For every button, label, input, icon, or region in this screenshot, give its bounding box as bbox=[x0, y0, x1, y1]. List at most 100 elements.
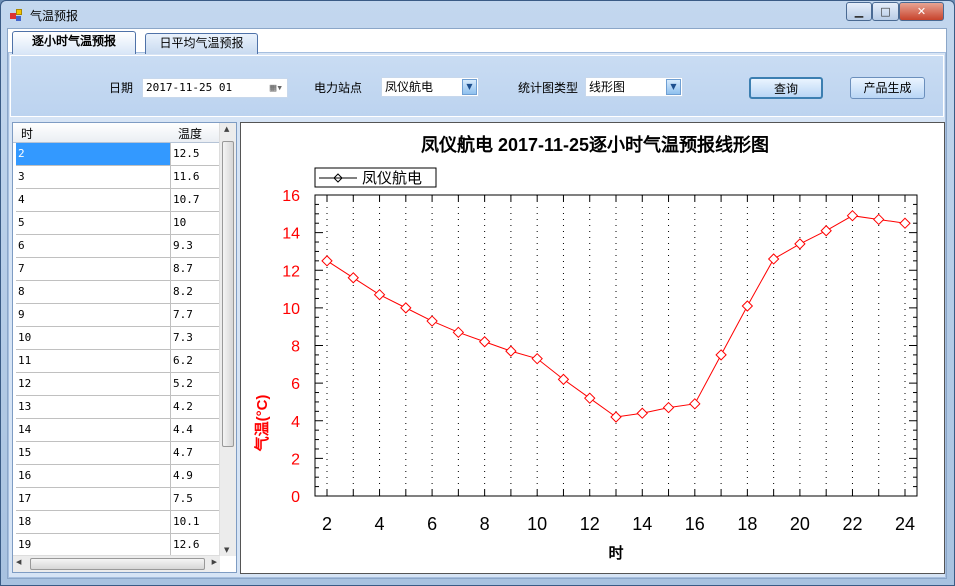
chart-type-select[interactable]: 线形图 ▼ bbox=[585, 77, 683, 97]
table-row[interactable]: 6 9.3 bbox=[16, 235, 220, 258]
cell-hour[interactable]: 11 bbox=[18, 354, 32, 367]
cell-hour[interactable]: 8 bbox=[18, 285, 25, 298]
y-tick-label: 12 bbox=[282, 263, 300, 280]
data-point bbox=[584, 392, 596, 404]
title-bar[interactable]: 气温预报 ▁ □ ✕ bbox=[1, 1, 954, 29]
cell-hour[interactable]: 18 bbox=[18, 515, 32, 528]
calendar-dropdown-icon[interactable]: ▦▾ bbox=[269, 81, 283, 94]
cell-hour[interactable]: 13 bbox=[18, 400, 32, 413]
data-point bbox=[715, 349, 727, 361]
cell-hour[interactable]: 14 bbox=[18, 423, 32, 436]
table-row[interactable]: 8 8.2 bbox=[16, 281, 220, 304]
x-tick-label: 4 bbox=[375, 514, 385, 534]
table-row[interactable]: 3 11.6 bbox=[16, 166, 220, 189]
cell-temperature[interactable]: 5.2 bbox=[173, 377, 193, 390]
chart-type-value: 线形图 bbox=[589, 80, 626, 94]
chevron-down-icon[interactable]: ▼ bbox=[462, 79, 477, 95]
cell-temperature[interactable]: 11.6 bbox=[173, 170, 200, 183]
table-row[interactable]: 17 7.5 bbox=[16, 488, 220, 511]
cell-hour[interactable]: 2 bbox=[18, 147, 25, 160]
column-header-temperature[interactable]: 温度 bbox=[178, 127, 203, 141]
table-row[interactable]: 9 7.7 bbox=[16, 304, 220, 327]
data-point bbox=[400, 302, 412, 314]
cell-hour[interactable]: 7 bbox=[18, 262, 25, 275]
data-point bbox=[452, 326, 465, 339]
data-point bbox=[531, 352, 543, 365]
cell-hour[interactable]: 4 bbox=[18, 193, 25, 206]
cell-temperature[interactable]: 9.3 bbox=[173, 239, 193, 252]
cell-hour[interactable]: 9 bbox=[18, 308, 25, 321]
chevron-down-icon[interactable]: ▼ bbox=[666, 79, 681, 95]
cell-hour[interactable]: 19 bbox=[18, 538, 32, 551]
tab-daily-average-forecast[interactable]: 日平均气温预报 bbox=[145, 33, 258, 54]
y-tick-label: 0 bbox=[291, 489, 300, 506]
x-tick-label: 8 bbox=[480, 514, 490, 534]
table-row[interactable]: 10 7.3 bbox=[16, 327, 220, 350]
data-point bbox=[321, 255, 333, 267]
station-select[interactable]: 凤仪航电 ▼ bbox=[381, 77, 479, 97]
cell-hour[interactable]: 6 bbox=[18, 239, 25, 252]
horizontal-scrollbar[interactable]: ◀ ▶ bbox=[13, 555, 220, 572]
date-label: 日期 bbox=[109, 81, 134, 95]
cell-temperature[interactable]: 4.4 bbox=[173, 423, 193, 436]
table-row[interactable]: 16 4.9 bbox=[16, 465, 220, 488]
table-row[interactable]: 19 12.6 bbox=[16, 534, 220, 557]
table-row[interactable]: 14 4.4 bbox=[16, 419, 220, 442]
cell-hour[interactable]: 15 bbox=[18, 446, 32, 459]
data-point bbox=[636, 407, 648, 419]
cell-hour[interactable]: 5 bbox=[18, 216, 25, 229]
table-row[interactable]: 5 10 bbox=[16, 212, 220, 235]
cell-temperature[interactable]: 10.7 bbox=[173, 193, 200, 206]
query-toolbar: 日期 2017-11-25 01 ▦▾ 电力站点 凤仪航电 ▼ 统计图类型 线形… bbox=[10, 55, 944, 117]
vertical-scrollbar[interactable]: ▲ ▼ bbox=[219, 123, 236, 556]
scrollbar-thumb[interactable] bbox=[30, 558, 205, 570]
cell-temperature[interactable]: 6.2 bbox=[173, 354, 193, 367]
close-button[interactable]: ✕ bbox=[899, 2, 944, 21]
table-row[interactable]: 4 10.7 bbox=[16, 189, 220, 212]
query-button[interactable]: 查询 bbox=[749, 77, 823, 99]
cell-hour[interactable]: 12 bbox=[18, 377, 32, 390]
cell-temperature[interactable]: 7.7 bbox=[173, 308, 193, 321]
tab-hourly-forecast[interactable]: 逐小时气温预报 bbox=[12, 31, 136, 54]
cell-hour[interactable]: 3 bbox=[18, 170, 25, 183]
cell-hour[interactable]: 10 bbox=[18, 331, 32, 344]
cell-hour[interactable]: 16 bbox=[18, 469, 32, 482]
cell-temperature[interactable]: 8.2 bbox=[173, 285, 193, 298]
table-row[interactable]: 13 4.2 bbox=[16, 396, 220, 419]
table-row[interactable]: 7 8.7 bbox=[16, 258, 220, 281]
table-row[interactable]: 18 10.1 bbox=[16, 511, 220, 534]
x-tick-label: 2 bbox=[322, 514, 332, 534]
cell-temperature[interactable]: 7.5 bbox=[173, 492, 193, 505]
table-row[interactable]: 12 5.2 bbox=[16, 373, 220, 396]
x-tick-label: 6 bbox=[427, 514, 437, 534]
cell-temperature[interactable]: 4.9 bbox=[173, 469, 193, 482]
x-axis-label: 时 bbox=[608, 545, 623, 562]
x-tick-label: 14 bbox=[632, 514, 652, 534]
cell-temperature[interactable]: 8.7 bbox=[173, 262, 193, 275]
cell-temperature[interactable]: 10 bbox=[173, 216, 187, 229]
data-point bbox=[662, 401, 675, 414]
cell-temperature[interactable]: 4.7 bbox=[173, 446, 193, 459]
cell-temperature[interactable]: 7.3 bbox=[173, 331, 193, 344]
cell-hour[interactable]: 17 bbox=[18, 492, 32, 505]
table-row[interactable]: 15 4.7 bbox=[16, 442, 220, 465]
scrollbar-thumb[interactable] bbox=[222, 141, 234, 447]
cell-temperature[interactable]: 12.6 bbox=[173, 538, 200, 551]
y-tick-label: 2 bbox=[291, 451, 300, 468]
generate-product-button[interactable]: 产品生成 bbox=[850, 77, 925, 99]
line-chart: 凤仪航电 2017-11-25逐小时气温预报线形图 凤仪航电 时 气温(°C) … bbox=[253, 134, 918, 562]
app-icon bbox=[10, 9, 24, 21]
y-tick-label: 16 bbox=[282, 188, 300, 205]
cell-temperature[interactable]: 10.1 bbox=[173, 515, 200, 528]
maximize-button[interactable]: □ bbox=[872, 2, 899, 21]
minimize-button[interactable]: ▁ bbox=[846, 2, 872, 21]
column-header-hour[interactable]: 时 bbox=[21, 127, 34, 141]
chart-title: 凤仪航电 2017-11-25逐小时气温预报线形图 bbox=[421, 134, 769, 155]
cell-temperature[interactable]: 12.5 bbox=[173, 147, 200, 160]
table-row[interactable]: 11 6.2 bbox=[16, 350, 220, 373]
data-point bbox=[767, 253, 780, 265]
date-picker[interactable]: 2017-11-25 01 ▦▾ bbox=[142, 78, 288, 98]
table-header: 时 温度 bbox=[13, 123, 220, 143]
table-row[interactable]: 2 12.5 bbox=[16, 143, 220, 166]
cell-temperature[interactable]: 4.2 bbox=[173, 400, 193, 413]
